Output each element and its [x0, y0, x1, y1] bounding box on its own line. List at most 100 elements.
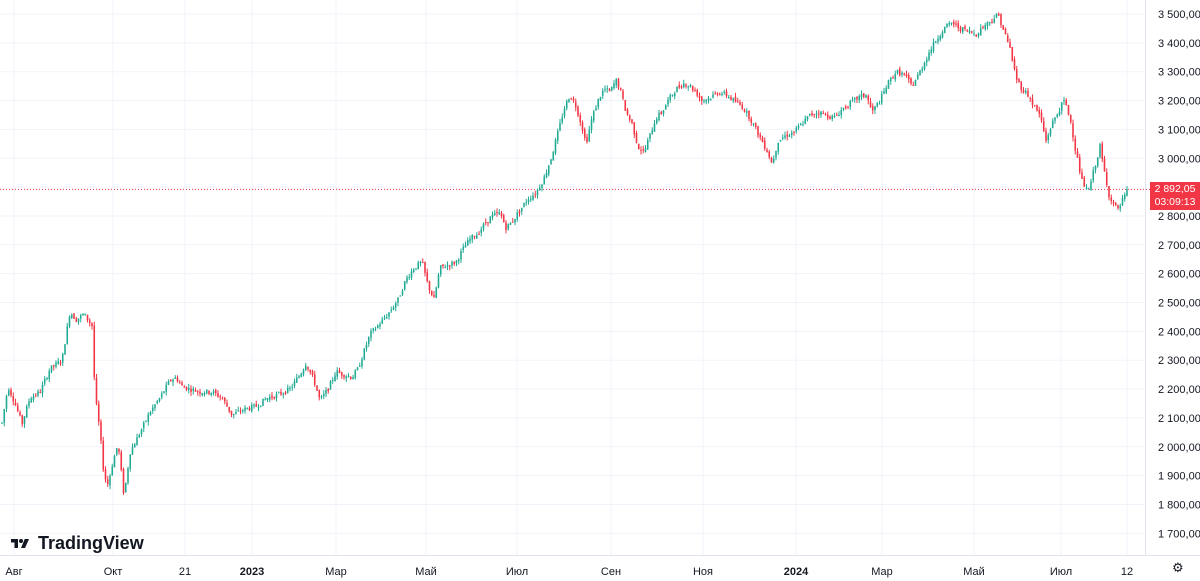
candle-body — [336, 370, 339, 377]
candle-body — [1056, 114, 1059, 117]
candle-body — [554, 140, 557, 154]
candle-body — [185, 386, 188, 390]
candle-body — [739, 102, 741, 105]
candle-body — [228, 406, 231, 412]
candle-body — [770, 157, 773, 163]
candle-body — [464, 245, 467, 248]
candle-body — [867, 95, 870, 101]
candle-body — [754, 123, 757, 127]
candle-body — [775, 150, 777, 158]
x-tick-label: Май — [963, 566, 985, 578]
candle-body — [727, 97, 730, 99]
candle-body — [136, 437, 138, 446]
candle-body — [86, 314, 89, 321]
candle-body — [651, 130, 654, 135]
candle-body — [163, 391, 165, 394]
y-tick-label: 3 300,00 — [1158, 67, 1200, 79]
candle-body — [417, 262, 420, 269]
candle-body — [932, 42, 935, 51]
candle-body — [822, 112, 825, 114]
candle-body — [1065, 100, 1068, 106]
y-tick-label: 2 200,00 — [1158, 384, 1200, 396]
candle-body — [478, 233, 480, 235]
candle-body — [181, 382, 183, 386]
candle-body — [361, 359, 363, 367]
candle-body — [1036, 104, 1038, 111]
candle-body — [102, 440, 105, 470]
candle-body — [898, 68, 901, 76]
candle-body — [957, 23, 960, 29]
candle-body — [255, 404, 258, 407]
x-tick-label: Июл — [506, 566, 528, 578]
candle-body — [1020, 81, 1023, 91]
candle-body — [613, 83, 615, 89]
candle-body — [631, 119, 633, 123]
candle-body — [246, 407, 249, 409]
candle-body — [698, 95, 701, 98]
candle-body — [442, 264, 444, 267]
candle-body — [903, 73, 906, 75]
candle-body — [156, 401, 159, 404]
y-tick-label: 2 300,00 — [1158, 355, 1200, 367]
candle-body — [1006, 35, 1009, 42]
candle-body — [316, 385, 318, 391]
candle-body — [347, 376, 350, 378]
candle-body — [507, 223, 510, 229]
y-tick-label: 3 100,00 — [1158, 124, 1200, 136]
candle-body — [374, 329, 377, 331]
candle-body — [66, 326, 69, 345]
candle-body — [376, 325, 379, 329]
candle-body — [275, 393, 278, 399]
candle-body — [921, 68, 924, 71]
candle-body — [39, 392, 42, 394]
candle-body — [1072, 123, 1074, 138]
candle-body — [237, 410, 240, 412]
candle-body — [1099, 144, 1101, 158]
candle-body — [977, 33, 980, 36]
candle-body — [786, 134, 789, 137]
candle-body — [779, 140, 782, 142]
candle-body — [115, 448, 118, 455]
x-tick-label: 21 — [179, 566, 191, 578]
candle-body — [1112, 201, 1115, 204]
candle-body — [559, 122, 561, 131]
candle-body — [696, 90, 699, 96]
candle-body — [1049, 129, 1052, 136]
candle-body — [716, 93, 719, 95]
candle-body — [982, 26, 984, 28]
candle-body — [536, 189, 539, 196]
candle-body — [291, 386, 294, 388]
candle-body — [509, 222, 512, 225]
candle-body — [489, 216, 492, 224]
candle-body — [712, 94, 714, 98]
time-axis[interactable]: Авг Окт 21 2023 Мар Май Июл Сен Ноя 2024 Мар Май Июл… — [5, 566, 1133, 578]
candle-body — [853, 97, 856, 100]
candle-body — [966, 30, 969, 32]
x-tick-label: Ноя — [693, 566, 713, 578]
candle-body — [1000, 14, 1002, 26]
candle-body — [250, 404, 253, 412]
candle-body — [806, 116, 809, 120]
x-tick-label: Май — [415, 566, 437, 578]
candle-body — [959, 27, 962, 32]
candle-body — [1004, 28, 1007, 35]
candle-body — [916, 74, 919, 80]
gear-icon[interactable]: ⚙ — [1172, 561, 1184, 576]
chart-grid — [0, 0, 1200, 556]
candle-body — [1009, 41, 1011, 48]
candle-body — [399, 295, 402, 297]
tradingview-logo[interactable]: TradingView — [8, 533, 144, 554]
candle-body — [547, 165, 550, 175]
x-tick-label: Июл — [1050, 566, 1072, 578]
candle-body — [838, 114, 840, 117]
candle-body — [19, 412, 21, 416]
x-tick-label: Авг — [5, 566, 22, 578]
price-axis[interactable]: 3 500,00 3 400,00 3 300,00 3 200,00 3 100,00… — [1158, 9, 1200, 540]
candle-body — [687, 86, 690, 88]
candle-body — [579, 115, 582, 123]
candle-body — [257, 407, 260, 409]
candle-body — [145, 420, 147, 422]
candle-body — [415, 268, 417, 270]
candle-body — [871, 106, 874, 111]
